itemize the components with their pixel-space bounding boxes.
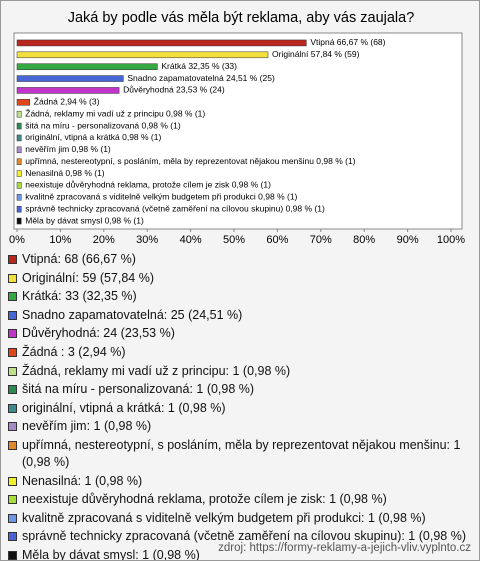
- value-label: správně technicky zpracovaná (včetně zam…: [25, 203, 325, 213]
- legend-label: správně technicky zpracovaná (včetně zam…: [22, 529, 466, 544]
- x-tick-label: 30%: [136, 234, 158, 246]
- legend-item: Důvěryhodná: 24 (23,53 %): [7, 325, 469, 342]
- value-label: Vtipná 66,67 % (68): [310, 37, 385, 47]
- legend-item: Vtipná: 68 (66,67 %): [7, 251, 469, 268]
- legend-item: šitá na míru - personalizovaná: 1 (0,98 …: [7, 381, 469, 398]
- bar: [16, 182, 22, 189]
- legend-label: Žádná : 3 (2,94 %): [22, 344, 126, 359]
- legend-item: Krátká: 33 (32,35 %): [7, 288, 469, 305]
- bar: [16, 205, 22, 213]
- legend-label: Snadno zapamatovatelná: 25 (24,51 %): [22, 307, 243, 322]
- value-label: nevěřím jim 0,98 % (1): [25, 144, 111, 154]
- value-label: upřímná, nestereotypní, s posláním, měla…: [25, 156, 355, 166]
- value-label: Žádná 2,94 % (3): [34, 97, 100, 107]
- legend-label: Nenasilná: 1 (0,98 %): [22, 473, 143, 488]
- legend-item: upřímná, nestereotypní, s posláním, měla…: [7, 437, 469, 471]
- legend-swatch: [8, 273, 17, 283]
- bar: [16, 110, 22, 118]
- x-tick-label: 70%: [310, 234, 332, 246]
- legend-swatch: [8, 403, 17, 413]
- bar: [16, 217, 22, 225]
- bar: [16, 170, 22, 177]
- legend-label: Měla by dávat smysl: 1 (0,98 %): [22, 547, 200, 561]
- bar: [16, 146, 22, 154]
- value-label: kvalitně zpracovaná s viditelně velkým b…: [25, 192, 297, 202]
- legend-item: Žádná, reklamy mi vadí už z principu: 1 …: [7, 363, 469, 380]
- legend-label: nevěřím jim: 1 (0,98 %): [22, 419, 152, 434]
- bar: [16, 39, 307, 47]
- legend-item: správně technicky zpracovaná (včetně zam…: [7, 528, 469, 545]
- value-label: Snadno zapamatovatelná 24,51 % (25): [127, 73, 275, 83]
- x-tick-label: 40%: [180, 234, 202, 246]
- legend-swatch: [8, 532, 17, 542]
- legend-label: upřímná, nestereotypní, s posláním, měla…: [22, 437, 461, 469]
- legend-item: Nenasilná: 1 (0,98 %): [7, 473, 469, 490]
- legend-label: Krátká: 33 (32,35 %): [22, 289, 137, 304]
- value-label: Důvěryhodná 23,53 % (24): [123, 85, 225, 95]
- x-tick-label: 100%: [437, 234, 465, 246]
- legend-label: Vtipná: 68 (66,67 %): [22, 252, 136, 266]
- legend-label: Originální: 59 (57,84 %): [22, 270, 155, 285]
- legend-label: Žádná, reklamy mi vadí už z principu: 1 …: [22, 363, 291, 378]
- chart: Jaká by podle vás měla být reklama, aby …: [9, 10, 465, 246]
- legend-swatch: [8, 292, 17, 302]
- legend-swatch: [8, 495, 17, 505]
- bar: [16, 63, 158, 70]
- x-tick-label: 90%: [397, 234, 419, 246]
- legend-swatch: [8, 385, 17, 395]
- legend-swatch: [8, 347, 17, 357]
- x-tick-label: 50%: [223, 234, 245, 246]
- value-label: Nenasilná 0,98 % (1): [25, 168, 105, 178]
- legend-label: originální, vtipná a krátká: 1 (0,98 %): [22, 400, 226, 415]
- legend-item: originální, vtipná a krátká: 1 (0,98 %): [7, 400, 469, 417]
- bar: [16, 75, 124, 82]
- bar: [16, 158, 22, 165]
- bar: [16, 122, 22, 130]
- bar: [16, 194, 22, 201]
- x-tick-label: 20%: [93, 234, 115, 246]
- value-label: originální, vtipná a krátká 0,98 % (1): [25, 132, 161, 142]
- bar: [16, 51, 269, 59]
- legend-label: neexistuje důvěryhodná reklama, protože …: [22, 492, 387, 507]
- legend-item: Žádná : 3 (2,94 %): [7, 344, 469, 361]
- legend-item: nevěřím jim: 1 (0,98 %): [7, 418, 469, 435]
- legend-swatch: [8, 310, 17, 320]
- legend-swatch: [8, 329, 17, 339]
- value-label: neexistuje důvěryhodná reklama, protože …: [25, 180, 271, 190]
- legend-swatch: [8, 366, 17, 376]
- legend-swatch: [8, 550, 17, 560]
- legend-item: Originální: 59 (57,84 %): [7, 270, 469, 287]
- value-label: Krátká 32,35 % (33): [161, 61, 237, 71]
- x-tick-label: 10%: [49, 234, 71, 246]
- legend-item: kvalitně zpracovaná s viditelně velkým b…: [7, 510, 469, 527]
- value-label: Žádná, reklamy mi vadí už z principu 0,9…: [25, 108, 205, 118]
- legend-swatch: [8, 255, 17, 264]
- legend: Vtipná: 68 (66,67 %) Originální: 59 (57,8…: [7, 251, 469, 561]
- x-tick-label: 80%: [353, 234, 375, 246]
- value-label: šitá na míru - personalizovaná 0,98 % (1…: [25, 120, 181, 130]
- legend-label: kvalitně zpracovaná s viditelně velkým b…: [22, 510, 426, 525]
- value-label: Originální 57,84 % (59): [272, 49, 360, 59]
- source: zdroj: https://formy-reklamy-a-jejich-vl…: [218, 542, 471, 554]
- bar: [16, 134, 22, 142]
- legend-item: neexistuje důvěryhodná reklama, protože …: [7, 491, 469, 508]
- legend-swatch: [8, 476, 17, 486]
- bar: [16, 87, 120, 94]
- legend-item: Měla by dávat smysl: 1 (0,98 %): [7, 547, 469, 561]
- value-label: Měla by dávat smysl 0,98 % (1): [25, 215, 144, 225]
- legend-swatch: [8, 440, 17, 450]
- x-tick-label: 60%: [266, 234, 288, 246]
- bar: [16, 99, 31, 106]
- legend-item: Snadno zapamatovatelná: 25 (24,51 %): [7, 307, 469, 324]
- legend-label: šitá na míru - personalizovaná: 1 (0,98 …: [22, 382, 255, 397]
- legend-swatch: [8, 422, 17, 432]
- legend-swatch: [8, 513, 17, 523]
- chart-title: Jaká by podle vás měla být reklama, aby …: [68, 10, 415, 26]
- x-tick-label: 0%: [9, 234, 25, 246]
- legend-label: Důvěryhodná: 24 (23,53 %): [22, 326, 175, 341]
